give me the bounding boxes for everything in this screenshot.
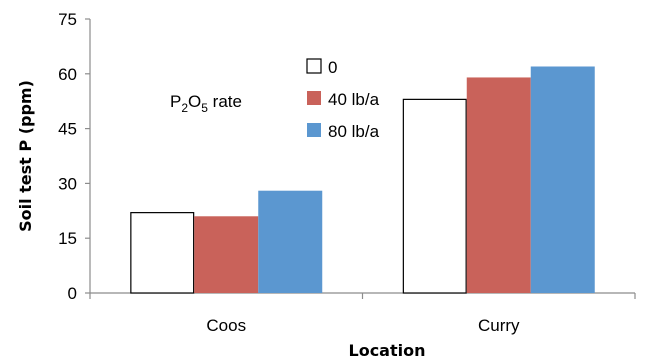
y-tick-label: 30	[58, 174, 77, 193]
x-ticks	[89, 293, 636, 299]
bar-coos-series-0	[130, 212, 195, 294]
y-tick-label: 0	[68, 284, 77, 303]
bar-coos-series-1	[194, 216, 259, 293]
legend: 0 40 lb/a 80 lb/a	[306, 58, 380, 141]
y-tick-label: 15	[58, 229, 77, 248]
category-labels: Coos Curry	[206, 316, 520, 335]
x-category-label: Curry	[478, 316, 520, 335]
x-category-label: Coos	[206, 316, 246, 335]
legend-label-2: 80 lb/a	[328, 122, 380, 141]
legend-swatch-2	[307, 123, 321, 137]
legend-label-0: 0	[328, 58, 337, 77]
y-ticks: 0 15 30 45 60 75	[58, 10, 90, 303]
bar-curry-series-1	[466, 77, 531, 293]
y-tick-label: 75	[58, 10, 77, 29]
y-tick-label: 45	[58, 120, 77, 139]
x-axis-title: Location	[349, 341, 426, 360]
legend-title: P2O5 rate	[170, 92, 242, 115]
bars	[130, 66, 595, 294]
legend-swatch-0	[306, 58, 322, 74]
y-tick-label: 60	[58, 65, 77, 84]
bar-curry-series-2	[530, 66, 595, 293]
y-axis-title: Soil test P (ppm)	[16, 80, 35, 232]
bar-coos-series-2	[258, 190, 323, 293]
bar-curry-series-0	[402, 98, 467, 294]
legend-swatch-1	[307, 91, 321, 105]
legend-label-1: 40 lb/a	[328, 90, 380, 109]
